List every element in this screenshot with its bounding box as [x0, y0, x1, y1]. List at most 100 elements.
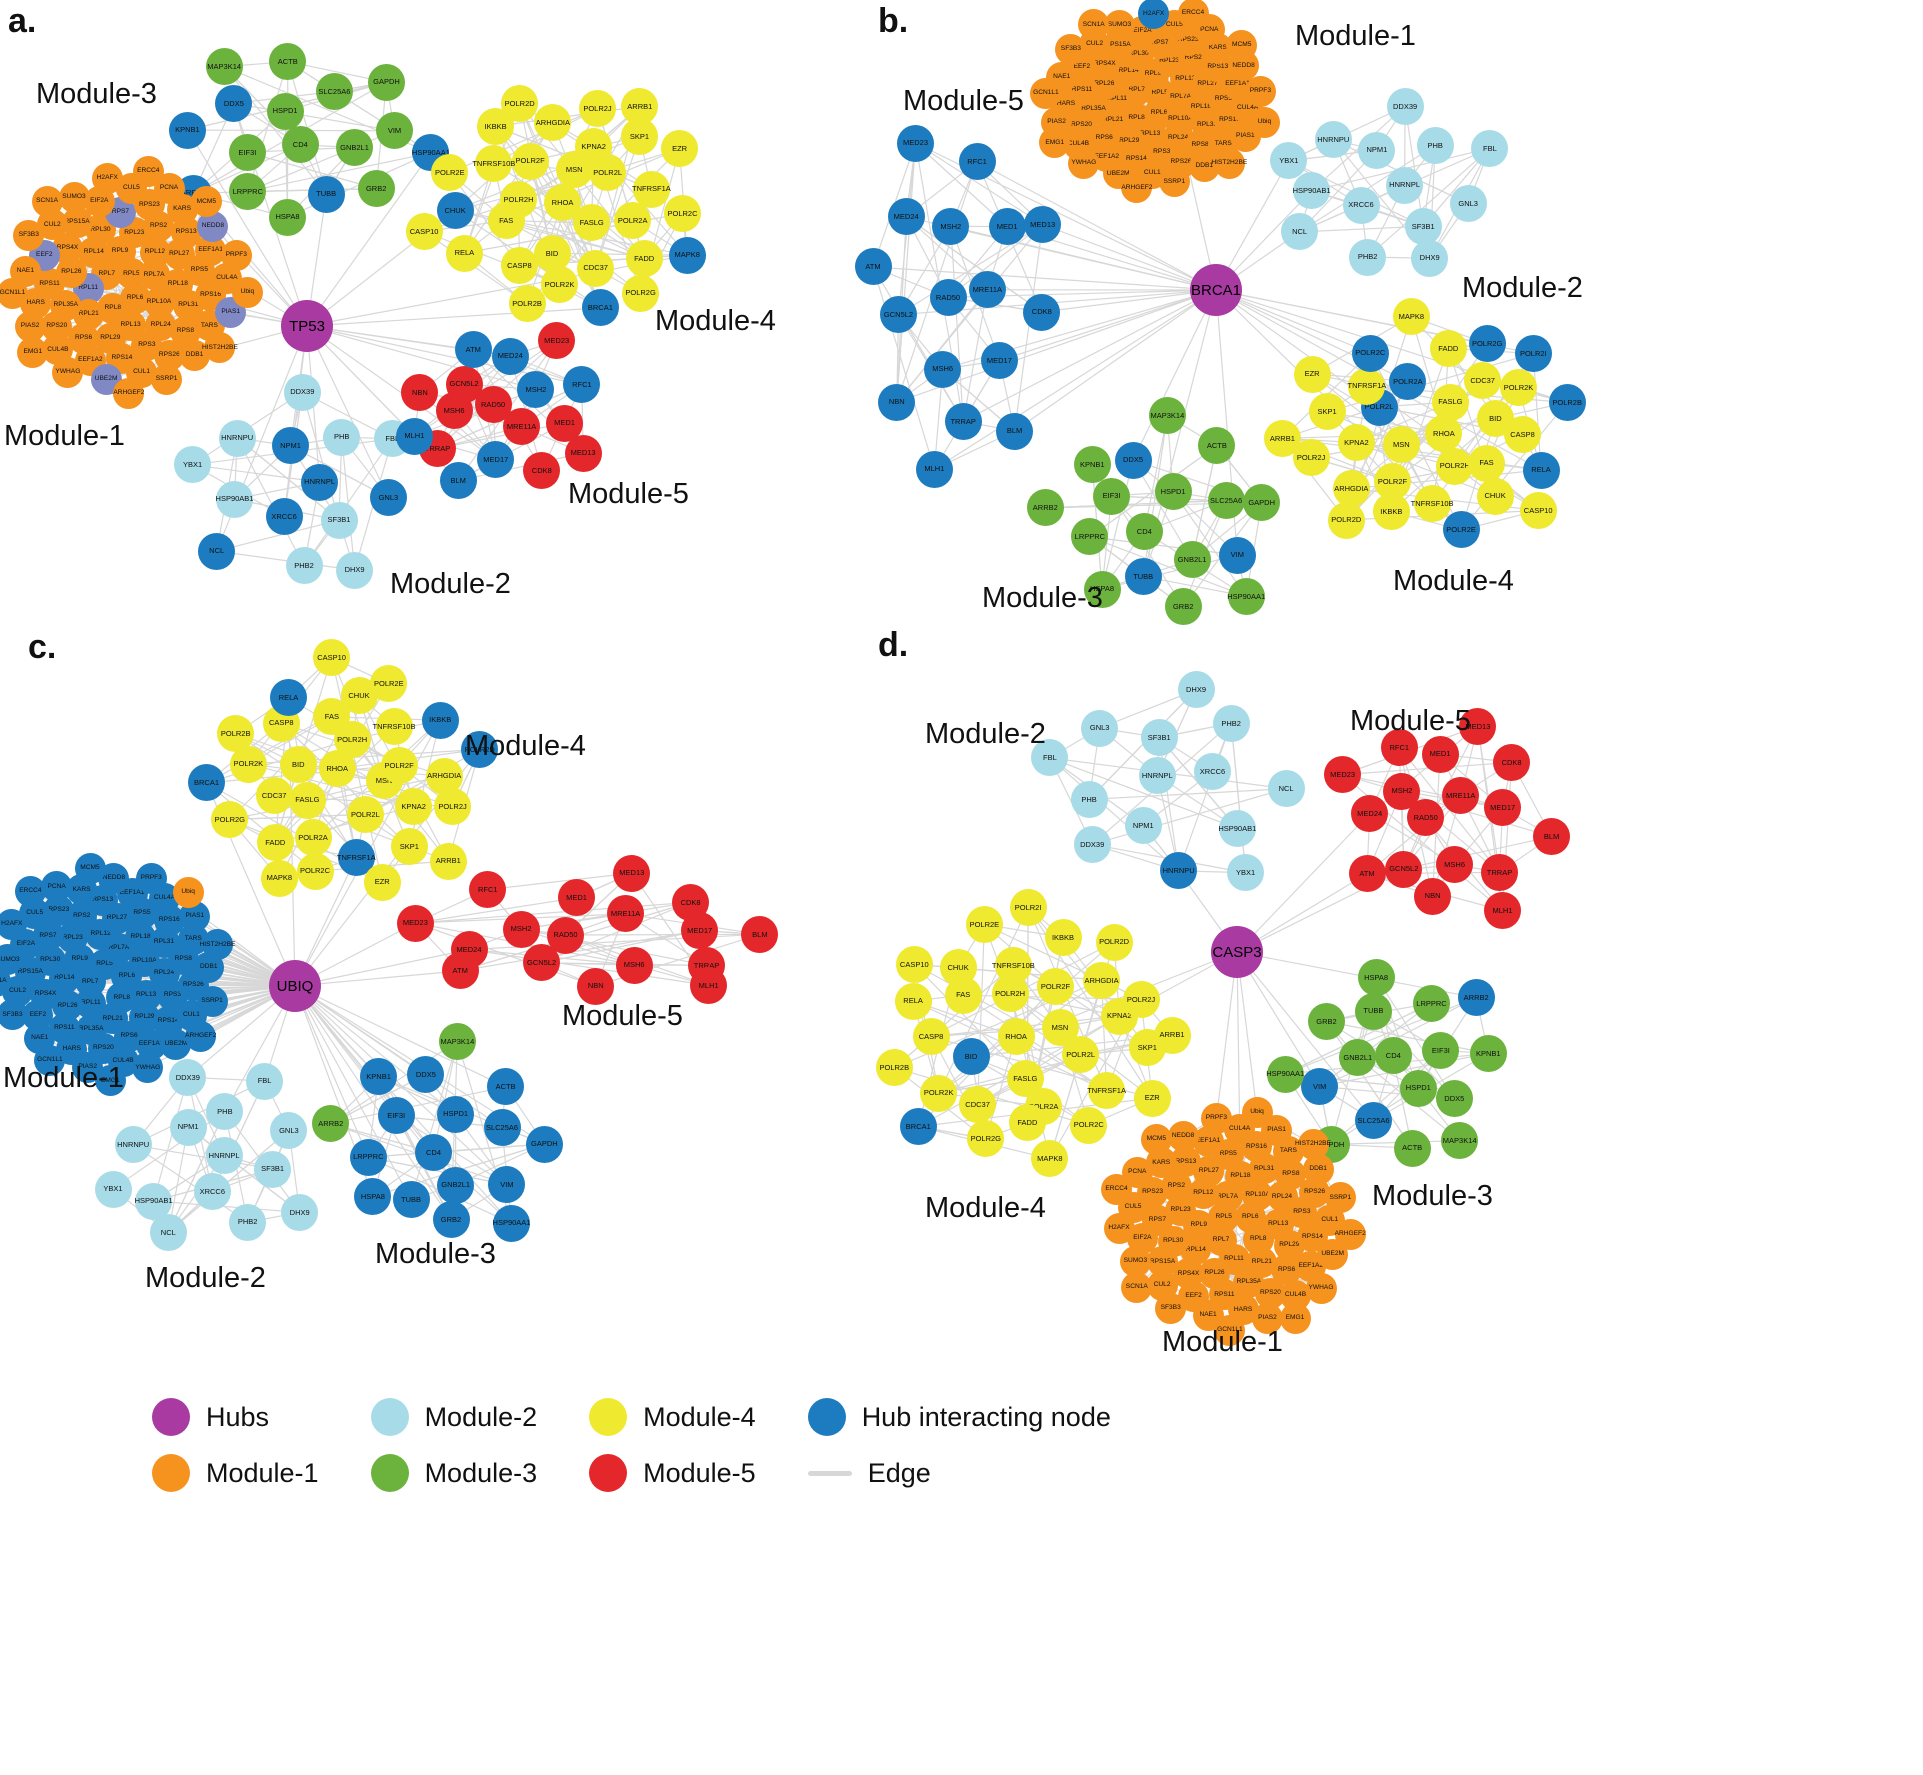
network-node[interactable]: LRPPRC: [1071, 518, 1109, 556]
network-node[interactable]: LRPPRC: [349, 1138, 387, 1176]
network-node[interactable]: YWHAG: [52, 357, 84, 389]
network-node[interactable]: GNL3: [1081, 709, 1119, 747]
network-node[interactable]: MCM5: [190, 186, 222, 218]
network-node[interactable]: KPNA2: [1100, 997, 1138, 1035]
network-node[interactable]: MED13: [1024, 206, 1062, 243]
network-node[interactable]: PRPF3: [135, 862, 167, 894]
network-node[interactable]: SLC25A6: [315, 73, 353, 110]
network-node[interactable]: MSH2: [1383, 772, 1421, 810]
network-node[interactable]: FAS: [487, 202, 525, 240]
network-node[interactable]: SCN1A: [1078, 9, 1110, 41]
network-node[interactable]: MED23: [897, 124, 934, 162]
network-node[interactable]: SF3B1: [320, 501, 358, 539]
network-node[interactable]: GRB2: [1164, 588, 1202, 626]
network-node[interactable]: CASP8: [912, 1018, 950, 1055]
network-node[interactable]: GNL3: [270, 1111, 308, 1149]
network-node[interactable]: TNFRSF1A: [1087, 1072, 1126, 1110]
network-node[interactable]: POLR2A: [1389, 362, 1427, 400]
network-node[interactable]: Ubiq: [1241, 1096, 1273, 1128]
network-node[interactable]: HSP90AB1: [1293, 172, 1331, 210]
network-node[interactable]: GRB2: [357, 170, 395, 208]
network-node[interactable]: FASLG: [573, 204, 611, 242]
network-node[interactable]: PHB: [1416, 127, 1454, 164]
network-node[interactable]: TUBB: [392, 1181, 430, 1219]
network-node[interactable]: ATM: [1348, 855, 1386, 893]
network-node[interactable]: TNFRSF10B: [1411, 485, 1454, 523]
network-node[interactable]: POLR2C: [296, 852, 334, 890]
network-node[interactable]: YBX1: [94, 1170, 132, 1208]
network-node[interactable]: Ubiq: [1248, 106, 1280, 138]
network-node[interactable]: POLR2E: [1442, 511, 1480, 549]
network-node[interactable]: GNL3: [1449, 185, 1487, 222]
network-node[interactable]: POLR2J: [1122, 980, 1160, 1018]
network-node[interactable]: POLR2K: [541, 266, 579, 304]
network-node[interactable]: POLR2B: [217, 715, 255, 753]
network-node[interactable]: HSPA8: [1357, 958, 1395, 996]
network-node[interactable]: TUBB: [1354, 992, 1392, 1030]
network-node[interactable]: POLR2K: [1500, 369, 1537, 407]
network-node[interactable]: TNFRSF10B: [472, 144, 515, 182]
network-node[interactable]: ERCC4: [14, 875, 46, 907]
network-node[interactable]: HSPD1: [1154, 473, 1192, 511]
network-node[interactable]: YWHAG: [132, 1052, 164, 1084]
network-node[interactable]: EZR: [363, 863, 401, 901]
network-node[interactable]: SF3B1: [1404, 207, 1442, 245]
network-node[interactable]: MCM5: [1226, 30, 1258, 61]
network-node[interactable]: ARHGEF2: [185, 1021, 216, 1052]
network-node[interactable]: DDX5: [215, 84, 253, 122]
network-node[interactable]: IKBKB: [421, 701, 459, 739]
network-node[interactable]: NBN: [577, 967, 615, 1005]
hub-node-brca1[interactable]: BRCA1: [1190, 264, 1242, 316]
network-node[interactable]: ARRB1: [1153, 1016, 1191, 1054]
network-node[interactable]: SKP1: [390, 828, 428, 866]
network-node[interactable]: CDK8: [672, 883, 710, 921]
network-node[interactable]: EMG1: [94, 1065, 126, 1097]
network-node[interactable]: HNRNPU: [218, 419, 256, 457]
network-node[interactable]: POLR2G: [622, 274, 660, 312]
network-node[interactable]: MAP3K14: [1148, 397, 1186, 435]
network-node[interactable]: SUMO3: [1104, 9, 1135, 41]
network-node[interactable]: BID: [533, 234, 571, 272]
network-node[interactable]: GRB2: [1308, 1002, 1345, 1040]
network-node[interactable]: MED13: [564, 434, 602, 472]
network-node[interactable]: POLR2B: [1548, 384, 1586, 421]
network-node[interactable]: PHB: [206, 1093, 244, 1131]
network-node[interactable]: POLR2D: [1095, 923, 1133, 961]
network-node[interactable]: BID: [279, 746, 317, 784]
network-node[interactable]: GAPDH: [368, 63, 405, 101]
network-node[interactable]: MED1: [1421, 735, 1459, 773]
network-node[interactable]: MED13: [1459, 707, 1497, 745]
network-node[interactable]: MAPK8: [260, 859, 298, 897]
network-node[interactable]: YWHAG: [1305, 1273, 1337, 1305]
network-node[interactable]: MAP3K14: [438, 1022, 476, 1060]
network-node[interactable]: MED1: [558, 879, 595, 917]
network-node[interactable]: SCN1A: [0, 966, 11, 998]
network-node[interactable]: RHOA: [997, 1018, 1035, 1056]
network-node[interactable]: CD4: [1125, 513, 1163, 550]
network-node[interactable]: MSH6: [1436, 846, 1474, 884]
network-node[interactable]: DHX9: [281, 1193, 319, 1231]
network-node[interactable]: EZR: [1133, 1079, 1171, 1117]
network-node[interactable]: MED24: [887, 198, 925, 236]
network-node[interactable]: GCN1L1: [34, 1045, 66, 1076]
network-node[interactable]: POLR2B: [875, 1049, 913, 1087]
network-node[interactable]: RELA: [270, 679, 307, 717]
network-node[interactable]: DDX5: [1435, 1080, 1473, 1118]
network-node[interactable]: EZR: [1293, 355, 1331, 393]
network-node[interactable]: HSPD1: [1399, 1069, 1437, 1107]
network-node[interactable]: POLR2I: [1009, 888, 1047, 926]
network-node[interactable]: GNB2L1: [336, 128, 373, 166]
network-node[interactable]: PHB2: [1349, 238, 1387, 276]
network-node[interactable]: SCN1A: [1121, 1271, 1153, 1303]
network-node[interactable]: BRCA1: [188, 764, 225, 802]
network-node[interactable]: ATM: [441, 952, 479, 990]
network-node[interactable]: MSH6: [924, 350, 962, 388]
network-node[interactable]: CASP10: [405, 213, 443, 250]
network-node[interactable]: H2AFX: [1138, 0, 1170, 30]
network-node[interactable]: MSN: [1382, 426, 1420, 464]
network-node[interactable]: MED13: [613, 854, 651, 892]
network-node[interactable]: ARRB2: [1026, 489, 1064, 527]
network-node[interactable]: PHB2: [285, 547, 323, 585]
network-node[interactable]: HSP90AB1: [1218, 809, 1256, 847]
network-node[interactable]: EIF3I: [1093, 477, 1131, 515]
